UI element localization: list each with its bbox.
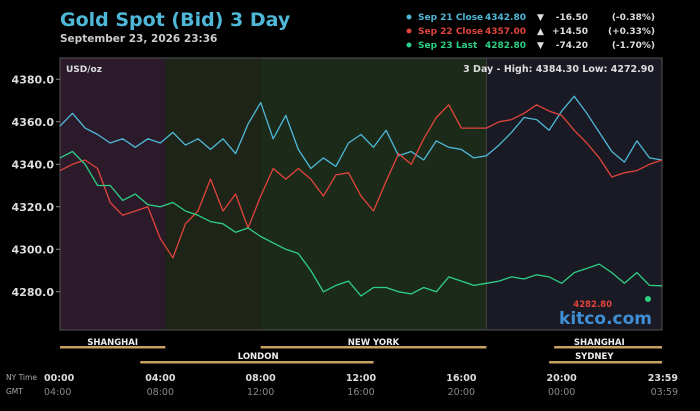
series-line-sep23 xyxy=(59,150,663,297)
last-price-dot xyxy=(645,296,651,302)
x-tick-ny: 23:59 xyxy=(648,373,678,384)
legend-label: Sep 23 Last xyxy=(418,41,478,51)
market-label: SYDNEY xyxy=(575,352,614,362)
market-bar xyxy=(60,346,166,349)
y-tick-label: 4380.0 xyxy=(12,73,55,86)
x-tick-ny: 12:00 xyxy=(346,373,377,384)
gmt-axis-label: GMT xyxy=(6,387,23,396)
series-line-sep21 xyxy=(59,95,663,170)
market-label: NEW YORK xyxy=(348,338,400,348)
ny-time-axis-label: NY Time xyxy=(6,373,37,382)
session-bands xyxy=(60,58,662,330)
legend-percent: (+0.33%) xyxy=(608,27,655,37)
legend-percent: (-1.70%) xyxy=(612,41,655,51)
market-bar xyxy=(260,346,487,349)
x-tick-gmt: 16:00 xyxy=(347,387,374,398)
market-label: SHANGHAI xyxy=(574,338,625,348)
x-tick-gmt: 08:00 xyxy=(147,387,174,398)
legend-price: 4282.80 xyxy=(485,41,526,51)
series-line-sep22 xyxy=(59,104,663,259)
market-session-bars: SHANGHAI NEW YORK SHANGHAI LONDON SYDNEY xyxy=(60,338,662,364)
x-tick-ny: 08:00 xyxy=(246,373,277,384)
x-tick-gmt: 04:00 xyxy=(44,387,71,398)
legend-dot xyxy=(406,14,412,20)
high-low-stats: 3 Day - High: 4384.30 Low: 4272.90 xyxy=(463,64,654,75)
market-bar xyxy=(549,361,662,364)
x-tick-ny: 04:00 xyxy=(145,373,176,384)
chart-title: Gold Spot (Bid) 3 Day xyxy=(60,9,291,31)
legend-price: 4342.80 xyxy=(485,13,526,23)
unit-label: USD/oz xyxy=(66,65,102,75)
x-tick-gmt: 12:00 xyxy=(247,387,274,398)
market-label: LONDON xyxy=(238,352,279,362)
series-group xyxy=(59,95,663,297)
market-label: SHANGHAI xyxy=(87,338,138,348)
legend-arrow: ▲ xyxy=(537,27,544,37)
y-tick-label: 4340.0 xyxy=(12,158,55,171)
legend-change: -16.50 xyxy=(556,13,588,23)
legend-label: Sep 21 Close xyxy=(418,13,483,23)
x-tick-gmt: 03:59 xyxy=(651,387,678,398)
market-bar xyxy=(140,361,374,364)
x-axis: NY Time GMT 00:00 04:00 04:00 08:00 08:00 12:… xyxy=(6,373,678,398)
y-tick-label: 4280.0 xyxy=(12,286,55,299)
legend-price: 4357.00 xyxy=(485,27,526,37)
legend-dot xyxy=(406,42,412,48)
legend-percent: (-0.38%) xyxy=(612,13,655,23)
y-tick-label: 4320.0 xyxy=(12,201,55,214)
legend-label: Sep 22 Close xyxy=(418,27,483,37)
legend-change: +14.50 xyxy=(552,27,588,37)
plot-frame xyxy=(59,57,663,331)
x-tick-gmt: 00:00 xyxy=(548,387,575,398)
session-band xyxy=(60,58,166,330)
x-tick-ny: 16:00 xyxy=(446,373,477,384)
session-band xyxy=(165,58,261,330)
session-band xyxy=(486,58,662,330)
legend: Sep 21 Close 4342.80 ▼ -16.50 (-0.38%) Sep 22… xyxy=(406,13,655,51)
session-band xyxy=(260,58,487,330)
y-axis: 4280.0 4300.0 4320.0 4340.0 4360.0 4380.0 xyxy=(12,73,60,299)
watermark: kitco.com xyxy=(559,309,652,329)
x-tick-gmt: 20:00 xyxy=(448,387,475,398)
market-bar xyxy=(554,346,662,349)
legend-arrow: ▼ xyxy=(537,41,544,51)
y-tick-label: 4300.0 xyxy=(12,243,55,256)
legend-change: -74.20 xyxy=(556,41,588,51)
x-tick-ny: 20:00 xyxy=(547,373,578,384)
legend-dot xyxy=(406,28,412,34)
last-price-label: 4282.80 xyxy=(573,300,612,310)
x-tick-ny: 00:00 xyxy=(44,373,75,384)
chart-timestamp: September 23, 2026 23:36 xyxy=(60,33,217,45)
y-tick-label: 4360.0 xyxy=(12,116,55,129)
legend-arrow: ▼ xyxy=(537,13,544,23)
